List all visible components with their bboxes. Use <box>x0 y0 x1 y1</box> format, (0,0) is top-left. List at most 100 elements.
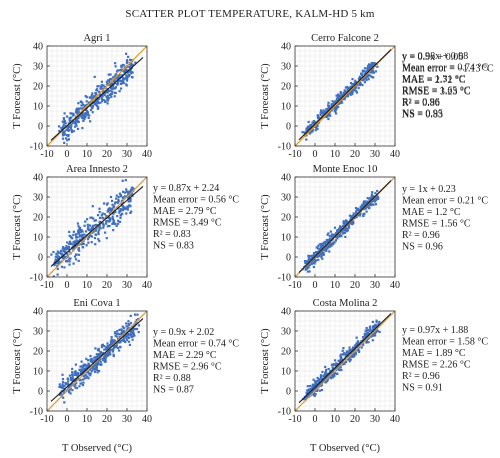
scatter-point <box>368 74 371 77</box>
scatter-point <box>330 234 333 237</box>
scatter-point <box>360 346 363 349</box>
scatter-point <box>324 373 327 376</box>
x-tick-label: 0 <box>313 414 318 425</box>
stats-line: Mean error = 0.74 °C <box>153 339 239 350</box>
scatter-point <box>339 358 342 362</box>
scatter-point <box>88 114 91 117</box>
scatter-point <box>95 366 98 369</box>
scatter-point <box>120 199 123 202</box>
scatter-point <box>340 92 343 95</box>
scatter-point <box>82 363 85 366</box>
scatter-point <box>74 383 77 386</box>
scatter-point <box>70 116 73 119</box>
scatter-point <box>338 234 341 237</box>
scatter-point <box>94 363 97 366</box>
stats-line: R² = 0.86 <box>402 98 440 109</box>
scatter-point <box>134 328 137 331</box>
scatter-point <box>331 376 334 379</box>
scatter-point <box>125 336 128 339</box>
scatter-point <box>333 226 337 229</box>
scatter-point <box>305 267 308 270</box>
scatter-point <box>122 337 125 340</box>
scatter-point <box>112 346 115 349</box>
scatter-point <box>67 134 70 137</box>
scatter-point <box>326 380 329 383</box>
scatter-point <box>120 79 123 82</box>
scatter-point <box>307 395 310 398</box>
scatter-point <box>115 197 118 200</box>
scatter-panel: -10 0 10 20 30 40 -10 0 10 20 30 40 Cerro Falcone 2 T… <box>260 33 488 160</box>
scatter-point <box>91 111 94 114</box>
scatter-point <box>125 78 129 81</box>
scatter-point <box>90 94 93 97</box>
scatter-point <box>105 220 108 223</box>
scatter-point <box>86 359 90 362</box>
scatter-point <box>369 328 372 331</box>
scatter-point <box>73 371 76 374</box>
scatter-point <box>305 138 308 141</box>
x-tick-label: -10 <box>288 149 301 160</box>
scatter-point <box>102 357 105 360</box>
scatter-point <box>85 369 88 372</box>
scatter-point <box>67 129 70 132</box>
scatter-point <box>105 353 108 356</box>
y-tick-label: 10 <box>281 367 291 378</box>
scatter-point <box>58 385 61 388</box>
scatter-point <box>129 70 132 73</box>
scatter-point <box>348 87 351 90</box>
scatter-point <box>74 379 77 382</box>
scatter-point <box>352 220 355 223</box>
y-tick-label: -10 <box>30 142 43 153</box>
scatter-point <box>103 213 106 216</box>
scatter-point <box>361 84 364 87</box>
scatter-point <box>317 247 320 250</box>
y-tick-label: 0 <box>286 122 291 133</box>
scatter-point <box>114 332 117 335</box>
scatter-point <box>66 382 69 385</box>
scatter-point <box>307 259 310 262</box>
scatter-point <box>345 352 348 355</box>
scatter-point <box>66 139 69 142</box>
scatter-panel: -10 0 10 20 30 40 -10 0 10 20 30 40 Agri 1 T Forecast… <box>12 33 494 160</box>
scatter-point <box>77 231 80 234</box>
scatter-point <box>124 179 127 182</box>
scatter-point <box>340 234 343 237</box>
scatter-point <box>78 227 81 230</box>
scatter-point <box>116 330 119 333</box>
scatter-point <box>130 72 133 75</box>
y-tick-label: 30 <box>281 62 291 73</box>
scatter-point <box>105 215 108 218</box>
scatter-point <box>346 88 349 91</box>
scatter-point <box>327 105 330 108</box>
scatter-point <box>82 119 85 122</box>
scatter-point <box>338 228 341 231</box>
scatter-point <box>127 327 130 330</box>
scatter-point <box>97 353 100 356</box>
stats-line: y = 0.9x + 0.06 <box>402 52 463 63</box>
scatter-point <box>356 209 359 212</box>
scatter-point <box>76 107 79 110</box>
scatter-point <box>67 385 70 388</box>
scatter-point <box>126 325 129 328</box>
stats-line: R² = 0.96 <box>402 230 440 241</box>
scatter-panel: -10 0 10 20 30 40 -10 0 10 20 30 40 Eni Cova 1 T Fore… <box>12 298 239 425</box>
scatter-point <box>82 242 85 245</box>
scatter-point <box>358 75 361 78</box>
scatter-point <box>97 363 101 366</box>
scatter-point <box>130 193 133 196</box>
scatter-point <box>102 98 105 101</box>
scatter-point <box>346 229 349 232</box>
stats-line: R² = 0.96 <box>402 97 440 108</box>
scatter-point <box>362 343 365 346</box>
scatter-point <box>119 210 122 213</box>
scatter-point <box>356 346 359 349</box>
scatter-point <box>54 260 57 263</box>
scatter-point <box>69 236 73 239</box>
scatter-point <box>112 206 115 209</box>
scatter-point <box>108 207 112 210</box>
scatter-point <box>323 377 326 380</box>
scatter-point <box>122 196 125 199</box>
scatter-point <box>71 375 74 378</box>
scatter-point <box>335 362 338 365</box>
scatter-point <box>130 331 134 334</box>
